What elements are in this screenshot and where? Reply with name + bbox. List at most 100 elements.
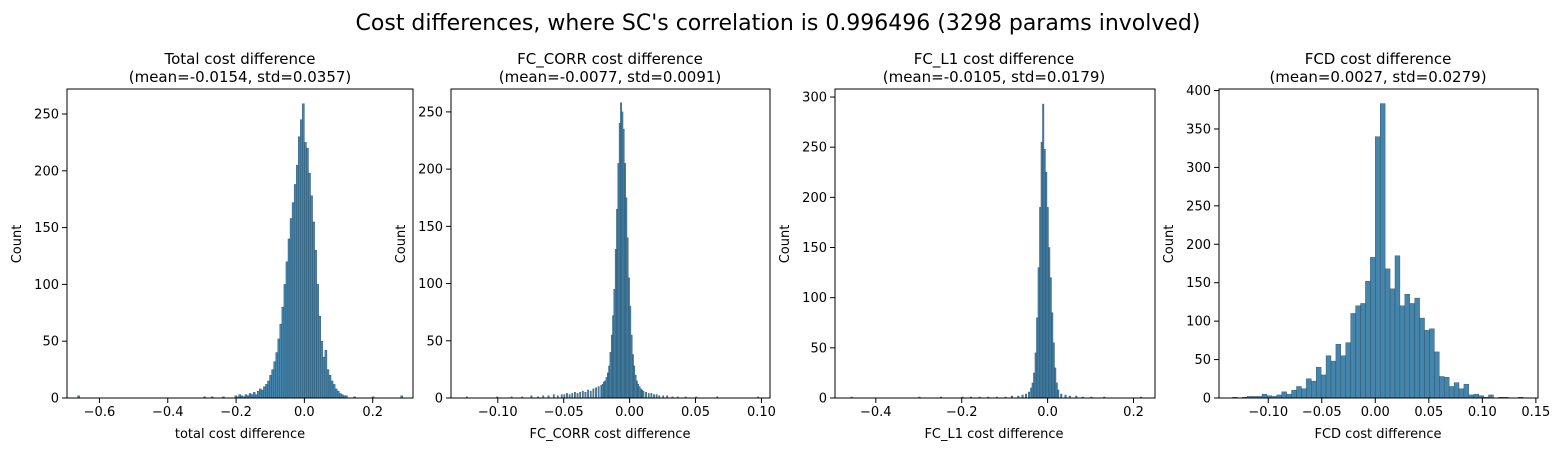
- histogram-bar: [306, 147, 309, 399]
- histogram-bar: [1419, 317, 1425, 399]
- histogram-bar: [269, 375, 272, 399]
- histogram-bar: [589, 390, 592, 399]
- histogram-bar: [587, 389, 589, 399]
- histogram-bar: [1039, 207, 1042, 399]
- x-tick-label: −0.2: [946, 405, 978, 420]
- panel-title: FC_L1 cost difference: [914, 50, 1074, 69]
- y-tick-label: 400: [1186, 84, 1211, 99]
- histogram-bar: [312, 221, 315, 399]
- histogram-bar: [1345, 342, 1351, 399]
- histogram-bar: [1034, 352, 1037, 399]
- histogram-bar: [1434, 351, 1440, 399]
- histogram-bar: [1301, 388, 1307, 399]
- panel-fc-corr-cost: FC_CORR cost difference (mean=-0.0077, s…: [394, 50, 776, 442]
- histogram-bar: [1060, 393, 1063, 399]
- histogram-bar: [1261, 393, 1268, 399]
- x-tick-label: 0.05: [681, 405, 710, 420]
- histogram-bar: [1444, 377, 1450, 399]
- histogram-bar: [1030, 387, 1033, 399]
- y-tick-label: 250: [34, 107, 59, 122]
- histogram-bar: [295, 164, 299, 399]
- histogram-bar: [267, 380, 270, 399]
- histogram-bar: [571, 393, 574, 399]
- histogram-bar: [238, 394, 242, 399]
- histogram-bar: [1439, 376, 1445, 399]
- histogram-bar: [1025, 393, 1027, 399]
- histogram-bar: [1028, 391, 1030, 399]
- histogram-bar: [592, 388, 595, 399]
- histogram-bar: [310, 195, 313, 399]
- histogram-bar: [1043, 148, 1046, 399]
- histogram-bar: [1031, 382, 1034, 399]
- x-tick-label: 0.2: [362, 405, 383, 420]
- histogram-bar: [1453, 382, 1460, 399]
- histogram-bar: [324, 350, 328, 399]
- y-tick-label: 150: [34, 221, 59, 236]
- x-tick-label: 0.15: [1521, 405, 1550, 420]
- y-tick-label: 50: [810, 341, 827, 356]
- histogram-bar: [302, 103, 305, 399]
- histogram-bar: [568, 394, 571, 399]
- y-tick-label: 250: [1186, 199, 1211, 214]
- x-tick-label: 0.2: [1123, 405, 1144, 420]
- histogram-bar: [1046, 207, 1049, 399]
- x-axis-label: FC_CORR cost difference: [530, 427, 691, 442]
- y-tick-label: 0: [1203, 392, 1211, 407]
- histogram-bar: [1051, 312, 1054, 399]
- histogram-bar: [655, 394, 658, 399]
- plot-frame: [66, 88, 414, 399]
- y-tick-label: 0: [51, 392, 59, 407]
- panel-subtitle: (mean=-0.0154, std=0.0357): [129, 68, 352, 86]
- histogram-bar: [1040, 141, 1043, 399]
- histogram-bar: [289, 218, 293, 399]
- panel-subtitle: (mean=0.0027, std=0.0279): [1269, 68, 1486, 86]
- histogram-bar: [574, 392, 576, 399]
- histogram-bar: [283, 284, 287, 399]
- y-tick-label: 250: [802, 141, 827, 156]
- figure-suptitle: Cost differences, where SC's correlation…: [356, 11, 1201, 36]
- histogram-bar: [1286, 393, 1292, 399]
- histogram-bar: [318, 316, 321, 399]
- histogram-bar: [566, 393, 568, 399]
- y-tick-label: 0: [819, 392, 827, 407]
- histogram-bar: [277, 338, 280, 399]
- panel-fcd-cost: FCD cost difference (mean=0.0027, std=0.…: [1162, 50, 1550, 442]
- y-tick-label: 200: [34, 164, 59, 179]
- histogram-bar: [1375, 136, 1381, 399]
- y-tick-label: 200: [802, 191, 827, 206]
- x-tick-label: 0.0: [1037, 405, 1058, 420]
- histogram-bar: [595, 387, 597, 399]
- histogram-bar: [1394, 255, 1401, 399]
- histogram-bar: [341, 394, 344, 399]
- y-tick-label: 200: [418, 163, 443, 178]
- histogram-bar: [1037, 267, 1040, 399]
- histogram-bar: [330, 380, 334, 399]
- y-tick-label: 300: [802, 91, 827, 106]
- histogram-bar: [1033, 372, 1036, 399]
- histogram-bar: [1355, 305, 1361, 399]
- x-tick-label: 0.0: [294, 405, 315, 420]
- panel-subtitle: (mean=-0.0077, std=0.0091): [499, 68, 722, 86]
- y-tick-label: 50: [1194, 353, 1211, 368]
- y-axis-label: Count: [778, 225, 793, 264]
- histogram-bar: [257, 390, 260, 399]
- histogram-bar: [281, 306, 285, 399]
- histogram-bar: [304, 142, 307, 399]
- x-tick-label: 0.05: [1414, 405, 1443, 420]
- histogram-bar: [265, 384, 268, 399]
- histogram-bar: [244, 394, 248, 399]
- histogram-bar: [1399, 305, 1406, 399]
- histogram-bar: [1281, 391, 1287, 399]
- histogram-bar: [1306, 378, 1312, 399]
- y-tick-label: 100: [802, 291, 827, 306]
- histogram-bar: [261, 389, 264, 399]
- histogram-bar: [1380, 103, 1386, 399]
- histogram-bar: [1424, 330, 1430, 399]
- panel-total-cost: Total cost difference (mean=-0.0154, std…: [10, 50, 414, 442]
- histogram-bar: [581, 390, 584, 399]
- histogram-bar: [1311, 380, 1317, 399]
- y-tick-label: 100: [34, 278, 59, 293]
- histogram-bar: [326, 369, 330, 399]
- histogram-bar: [1296, 386, 1302, 399]
